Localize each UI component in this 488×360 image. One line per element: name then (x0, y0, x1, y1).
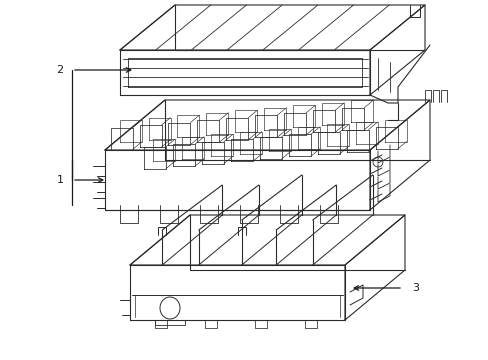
Polygon shape (105, 100, 429, 150)
Polygon shape (120, 5, 424, 50)
Polygon shape (120, 50, 369, 95)
Polygon shape (130, 215, 404, 265)
Polygon shape (345, 215, 404, 320)
Text: 2: 2 (56, 65, 63, 75)
Text: 1: 1 (57, 175, 63, 185)
Polygon shape (369, 5, 424, 95)
Polygon shape (369, 100, 429, 210)
Polygon shape (105, 150, 369, 210)
Text: 3: 3 (412, 283, 419, 293)
Polygon shape (130, 265, 345, 320)
